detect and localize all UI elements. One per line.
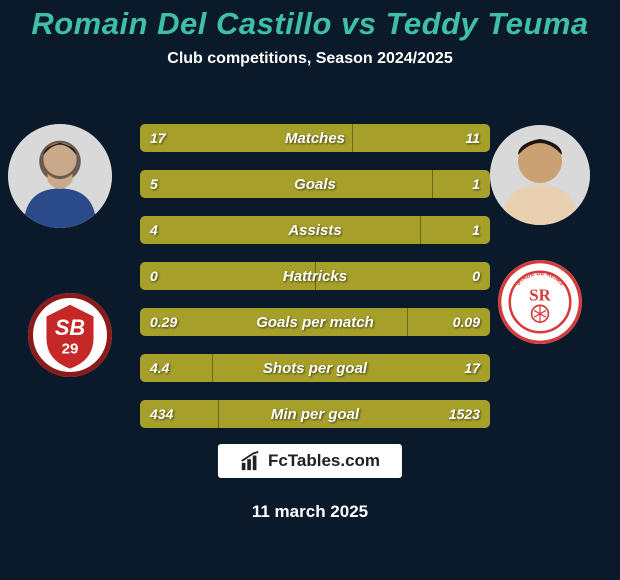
club-crest-icon: SB 29	[28, 293, 112, 377]
subtitle: Club competitions, Season 2024/2025	[0, 50, 620, 68]
brand-text: FcTables.com	[268, 451, 380, 471]
stat-bar: 4341523Min per goal	[140, 400, 490, 428]
svg-text:SR: SR	[529, 285, 551, 304]
stat-bar: 41Assists	[140, 216, 490, 244]
stat-label: Goals	[140, 170, 490, 198]
stat-bar: 4.417Shots per goal	[140, 354, 490, 382]
svg-text:SB: SB	[55, 315, 85, 340]
stat-label: Matches	[140, 124, 490, 152]
stat-label: Min per goal	[140, 400, 490, 428]
stat-bar: 1711Matches	[140, 124, 490, 152]
player-right-club-logo: SR STADE DE REIMS	[498, 260, 582, 344]
player-left-club-logo: SB 29	[28, 293, 112, 377]
footer-date: 11 march 2025	[0, 502, 620, 522]
stat-bar: 00Hattricks	[140, 262, 490, 290]
stat-label: Goals per match	[140, 308, 490, 336]
brand-watermark: FcTables.com	[218, 444, 402, 478]
stat-bar: 51Goals	[140, 170, 490, 198]
stat-label: Hattricks	[140, 262, 490, 290]
stat-bar: 0.290.09Goals per match	[140, 308, 490, 336]
page-title: Romain Del Castillo vs Teddy Teuma	[0, 0, 620, 42]
player-right-avatar	[490, 125, 590, 225]
person-icon	[8, 124, 112, 228]
stat-label: Assists	[140, 216, 490, 244]
comparison-bars: 1711Matches 51Goals 41Assists 00Hattricks 0.…	[140, 124, 490, 446]
chart-icon	[240, 450, 262, 472]
person-icon	[490, 125, 590, 225]
stat-label: Shots per goal	[140, 354, 490, 382]
player-left-avatar	[8, 124, 112, 228]
svg-text:29: 29	[62, 340, 79, 357]
club-crest-icon: SR STADE DE REIMS	[498, 260, 582, 344]
